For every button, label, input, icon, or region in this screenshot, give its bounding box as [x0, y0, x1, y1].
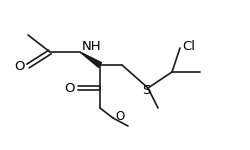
Text: O: O [114, 111, 124, 123]
Text: S: S [141, 84, 150, 98]
Text: O: O [14, 60, 25, 72]
Text: Cl: Cl [181, 39, 194, 52]
Text: NH: NH [82, 40, 101, 54]
Polygon shape [80, 52, 101, 67]
Text: O: O [64, 81, 75, 94]
